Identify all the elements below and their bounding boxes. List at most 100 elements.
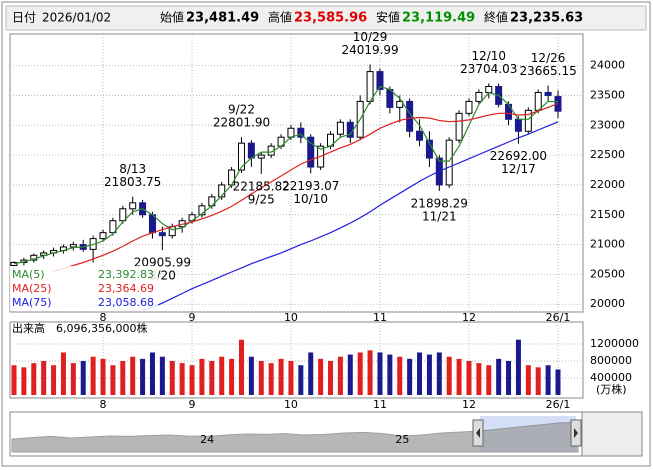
volume-bar <box>387 354 393 395</box>
annotation-price: 23665.15 <box>519 64 576 78</box>
candle-body <box>198 205 206 216</box>
annotation-date: 10/29 <box>353 30 388 44</box>
y-tick-label: 21500 <box>590 208 625 221</box>
volume-bar <box>476 363 482 395</box>
volume-title: 出来高 <box>12 321 45 335</box>
x-tick-label: 11 <box>373 398 387 411</box>
annotation-price: 21898.29 <box>411 196 468 210</box>
header-label: 高値 <box>268 10 292 25</box>
header-label: 始値 <box>160 10 184 25</box>
candle-body <box>109 220 117 234</box>
ma-line <box>142 121 559 311</box>
ma-line <box>13 85 559 265</box>
volume-bar <box>21 367 27 395</box>
volume-bar <box>446 356 452 395</box>
volume-bar <box>506 360 512 395</box>
y-tick-label: 23000 <box>590 118 625 131</box>
volume-bar <box>486 365 492 395</box>
volume-bar <box>11 365 17 395</box>
volume-bar <box>298 365 304 395</box>
header-label: 安値 <box>376 10 400 25</box>
volume-bar <box>238 339 244 395</box>
candle-body <box>514 118 522 132</box>
header-label: 終値 <box>484 10 508 25</box>
volume-bar <box>199 358 205 395</box>
volume-bar <box>51 365 57 395</box>
candle-body <box>99 232 107 240</box>
volume-bar <box>288 360 294 395</box>
x-tick-label: 12 <box>462 398 476 411</box>
annotation-date: 8/13 <box>119 162 146 176</box>
volume-bar <box>515 339 521 395</box>
annotation-date: 12/26 <box>531 51 566 65</box>
candle-body <box>366 71 374 102</box>
annotation-price: 21803.75 <box>104 175 161 189</box>
volume-title-box <box>11 323 159 335</box>
x-tick-label: 10 <box>284 311 298 324</box>
navigator-side <box>581 411 643 457</box>
volume-bar <box>318 358 324 395</box>
annotation-price: 22185.82 <box>233 179 290 193</box>
annotation-price: 22193.07 <box>282 179 339 193</box>
candle-body <box>336 121 344 135</box>
y-tick-label: 1200000 <box>590 337 639 350</box>
legend-value: 23,364.69 <box>98 282 154 295</box>
candle-body <box>10 261 18 266</box>
volume-bar <box>328 360 334 395</box>
volume-bar <box>397 356 403 395</box>
navigator-area <box>11 421 579 453</box>
volume-bar <box>466 360 472 395</box>
volume-bar <box>436 352 442 395</box>
annotation-date: 9/22 <box>228 103 255 117</box>
volume-bar <box>496 358 502 395</box>
ma-line <box>53 102 559 272</box>
candle-body <box>237 142 245 171</box>
candle-body <box>524 109 532 132</box>
header-value: 23,235.63 <box>510 11 583 26</box>
volume-bar <box>407 358 413 395</box>
date-label: 日付 <box>12 11 36 25</box>
annotation-date: 9/25 <box>248 192 275 206</box>
volume-bar <box>248 356 254 395</box>
x-tick-label: 12 <box>462 311 476 324</box>
volume-bar <box>140 358 146 395</box>
x-tick-label: 26/1 <box>546 311 571 324</box>
volume-bar <box>555 369 561 395</box>
candle-body <box>297 127 305 138</box>
header-bar <box>5 5 647 31</box>
candle-body <box>455 112 463 141</box>
volume-bar <box>337 356 343 395</box>
header-value: 23,481.49 <box>186 11 259 26</box>
y-tick-label: 22500 <box>590 148 625 161</box>
candle-body <box>307 136 315 168</box>
volume-bar <box>209 360 215 395</box>
volume-total: 6,096,356,000株 <box>56 321 147 335</box>
volume-bar <box>80 360 86 395</box>
candle-body <box>475 91 483 102</box>
candle-body <box>445 139 453 186</box>
volume-bar <box>90 356 96 395</box>
candle-body <box>129 202 137 210</box>
candle-body <box>69 244 77 248</box>
volume-bar <box>219 356 225 395</box>
y-tick-label: 21000 <box>590 238 625 251</box>
candle-body <box>396 100 404 108</box>
candle-body <box>287 127 295 138</box>
candle-body <box>158 232 166 237</box>
y-tick-label: 24000 <box>590 59 625 72</box>
volume-bar <box>41 360 47 395</box>
y-tick-label: 20000 <box>590 297 625 310</box>
volume-bar <box>159 356 165 395</box>
legend-value: 23,392.83 <box>98 268 154 281</box>
volume-bar <box>545 365 551 395</box>
y-tick-label: 400000 <box>590 371 632 384</box>
y-tick-label: 22000 <box>590 178 625 191</box>
x-tick-label: 9 <box>189 398 196 411</box>
legend-box <box>10 266 158 311</box>
annotation-date: 12/17 <box>501 162 536 176</box>
price-panel <box>9 33 584 313</box>
volume-bar <box>189 365 195 395</box>
x-tick-label: 10 <box>284 398 298 411</box>
legend-name: MA(5) <box>12 268 45 281</box>
